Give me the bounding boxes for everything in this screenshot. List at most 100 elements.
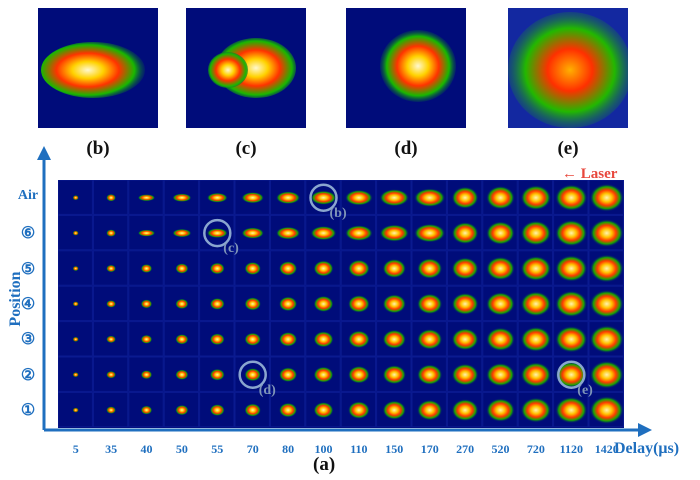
plasma-blob bbox=[241, 227, 265, 239]
top-label-c: (c) bbox=[235, 138, 257, 159]
plasma-blob bbox=[486, 221, 515, 245]
image-grid bbox=[57, 179, 624, 428]
plasma-blob bbox=[206, 192, 228, 203]
row-label: ① bbox=[20, 402, 36, 420]
grid-cell bbox=[128, 356, 164, 392]
plasma-blob bbox=[555, 326, 588, 353]
plasma-blob bbox=[106, 193, 116, 202]
plasma-blob bbox=[486, 256, 515, 281]
x-tick-label: 100 bbox=[314, 442, 333, 456]
plasma-blob bbox=[379, 189, 410, 207]
plasma-blob bbox=[414, 188, 446, 208]
plasma-blob bbox=[275, 226, 301, 240]
plasma-blob bbox=[244, 368, 262, 382]
plasma-blob bbox=[520, 397, 552, 423]
top-label-b: (b) bbox=[86, 138, 110, 159]
plasma-blob bbox=[106, 300, 116, 308]
top-image-b bbox=[38, 8, 158, 128]
plasma-blob bbox=[244, 332, 262, 346]
plasma-blob bbox=[209, 262, 225, 275]
plasma-blob bbox=[244, 261, 262, 276]
plasma-blob bbox=[520, 185, 552, 211]
plasma-blob bbox=[278, 402, 298, 418]
plasma-blob bbox=[347, 401, 370, 419]
grid-cell bbox=[269, 321, 306, 357]
plasma-blob bbox=[451, 328, 479, 351]
plasma-blob bbox=[451, 257, 479, 280]
plasma-blob bbox=[555, 290, 588, 318]
plasma-blob bbox=[417, 364, 443, 386]
plasma-blob bbox=[344, 225, 373, 241]
plasma-blob bbox=[209, 333, 225, 346]
plasma-blob bbox=[313, 401, 334, 419]
plasma-blob bbox=[417, 293, 443, 315]
plasma-blob bbox=[486, 292, 515, 316]
callout-label: (b) bbox=[329, 205, 347, 221]
plasma-blob bbox=[310, 190, 337, 205]
callout-label: (c) bbox=[223, 241, 239, 257]
grid-svg bbox=[57, 179, 624, 428]
plasma-blob bbox=[140, 334, 153, 344]
plasma-blob bbox=[244, 297, 262, 311]
top-image-c bbox=[186, 8, 306, 128]
x-tick-label: 1120 bbox=[559, 442, 583, 456]
plasma-blob bbox=[140, 264, 153, 273]
plasma-blob bbox=[140, 299, 153, 309]
plasma-blob bbox=[206, 228, 228, 239]
plasma-blob bbox=[520, 326, 552, 352]
plasma-blob bbox=[347, 330, 370, 349]
callout-label: (e) bbox=[577, 382, 593, 398]
plasma-blob bbox=[417, 258, 443, 279]
plasma-blob bbox=[417, 328, 443, 350]
top-image-d bbox=[346, 8, 466, 128]
plasma-blob bbox=[520, 362, 552, 388]
plasma-blob bbox=[140, 370, 153, 380]
plasma-blob bbox=[72, 195, 79, 201]
x-tick-label: 110 bbox=[350, 442, 368, 456]
x-tick-label: 720 bbox=[526, 442, 545, 456]
plasma-blob bbox=[486, 362, 515, 387]
plasma-blob bbox=[347, 365, 370, 384]
plasma-blob bbox=[175, 334, 189, 345]
plasma-blob bbox=[555, 184, 588, 211]
plasma-blob bbox=[589, 289, 624, 318]
plasma-blob bbox=[106, 335, 116, 344]
plasma-blob bbox=[106, 370, 116, 379]
plasma-blob bbox=[414, 223, 446, 243]
grid-cell bbox=[269, 356, 306, 392]
plasma-blob bbox=[382, 400, 407, 420]
plasma-blob bbox=[451, 399, 479, 422]
plasma-blob bbox=[244, 403, 262, 417]
plasma-blob bbox=[589, 396, 624, 425]
x-tick-label: 270 bbox=[456, 442, 475, 456]
plasma-blob bbox=[175, 263, 189, 274]
plasma-blob bbox=[313, 331, 334, 348]
plasma-blob bbox=[278, 367, 298, 383]
plasma-blob bbox=[172, 193, 192, 202]
x-tick-label: 35 bbox=[105, 442, 118, 456]
plasma-blob bbox=[106, 264, 116, 273]
plasma-blob bbox=[451, 222, 479, 245]
plasma-blob bbox=[313, 260, 334, 277]
plasma-blob bbox=[344, 189, 373, 206]
row-label: Air bbox=[17, 187, 39, 203]
plasma-blob bbox=[106, 229, 116, 237]
plasma-blob bbox=[137, 229, 156, 237]
panel-label-a: (a) bbox=[313, 454, 336, 475]
plasma-blob bbox=[72, 336, 79, 342]
plasma-blob bbox=[209, 404, 225, 417]
row-label: ④ bbox=[20, 295, 36, 313]
plasma-blob bbox=[106, 406, 116, 414]
x-tick-label: 40 bbox=[140, 442, 153, 456]
plasma-blob bbox=[72, 230, 79, 236]
plasma-blob bbox=[275, 191, 301, 205]
plasma-image-b bbox=[41, 42, 145, 98]
plasma-blob bbox=[555, 255, 588, 282]
plasma-blob bbox=[589, 183, 624, 212]
row-label: ⑥ bbox=[20, 225, 36, 243]
plasma-blob bbox=[589, 325, 624, 354]
top-label-d: (d) bbox=[394, 138, 418, 159]
plasma-blob bbox=[278, 296, 298, 312]
plasma-blob bbox=[520, 220, 552, 246]
